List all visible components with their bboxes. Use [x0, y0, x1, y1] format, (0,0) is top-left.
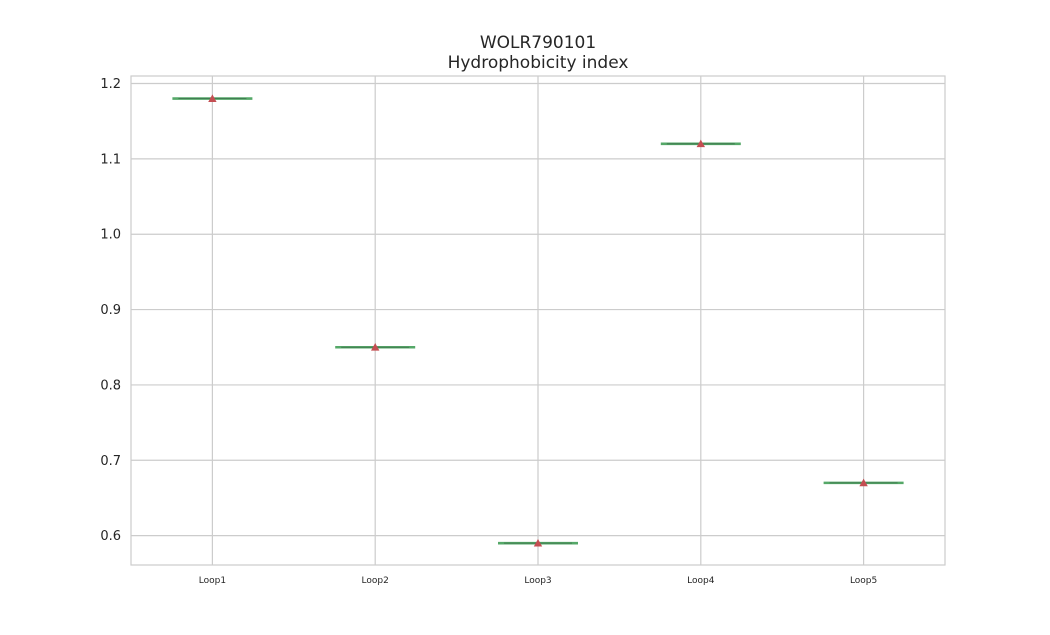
data-marks — [172, 94, 904, 547]
y-tick-label: 1.1 — [100, 152, 121, 167]
y-tick-label: 1.0 — [100, 228, 121, 243]
mean-marker-Loop2 — [371, 343, 380, 351]
y-tick-label: 1.2 — [100, 77, 121, 92]
mean-marker-Loop4 — [696, 139, 705, 148]
y-axis-tick-labels: 0.6 0.7 0.8 0.9 1.0 1.1 1.2 — [100, 77, 121, 544]
grid-layer — [131, 76, 945, 565]
y-tick-label: 0.7 — [100, 454, 121, 469]
chart-title-line-1: WOLR790101 — [480, 33, 596, 53]
x-tick-label: Loop1 — [199, 576, 226, 586]
x-tick-label: Loop5 — [850, 576, 877, 586]
x-tick-label: Loop4 — [687, 576, 715, 586]
plot-frame — [130, 75, 946, 566]
mean-marker-Loop1 — [208, 94, 217, 102]
mean-marker-Loop5 — [859, 478, 868, 487]
x-tick-label: Loop2 — [362, 576, 389, 586]
y-tick-label: 0.8 — [100, 378, 121, 393]
y-tick-label: 0.9 — [100, 303, 121, 318]
x-tick-label: Loop3 — [524, 576, 551, 586]
y-tick-label: 0.6 — [100, 529, 121, 544]
x-axis-tick-labels: Loop1 Loop2 Loop3 Loop4 Loop5 — [199, 576, 878, 586]
chart-title-line-2: Hydrophobicity index — [448, 53, 629, 73]
mean-marker-Loop3 — [533, 538, 543, 547]
